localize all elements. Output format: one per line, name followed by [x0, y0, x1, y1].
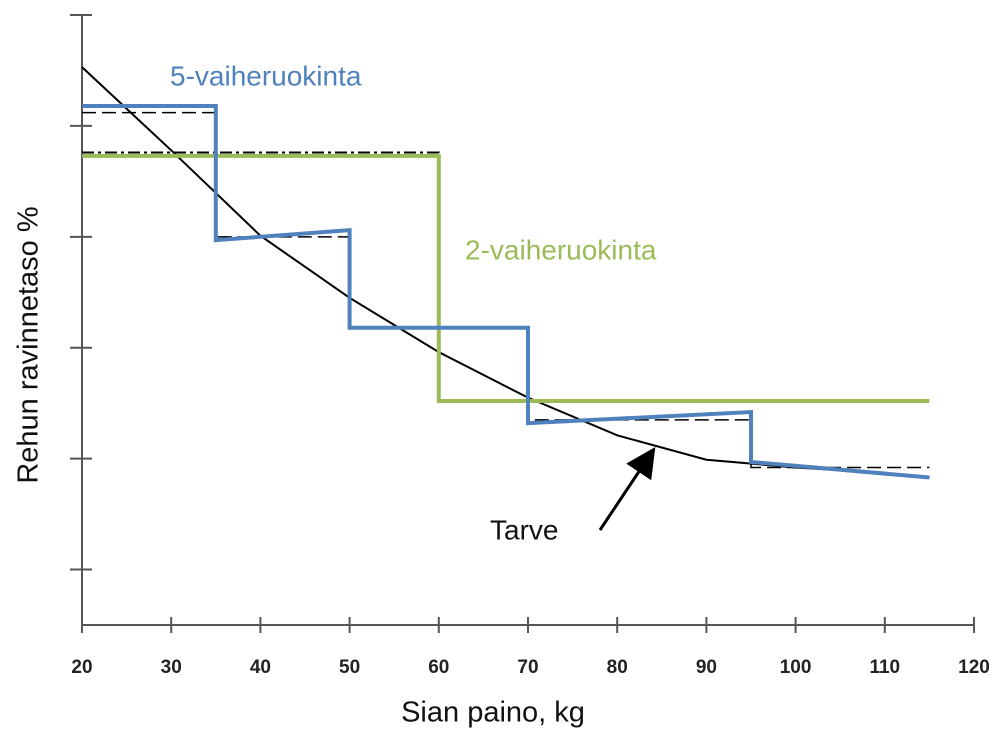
y-axis-label: Rehun ravinnetaso %	[13, 206, 45, 483]
series-line	[82, 111, 930, 469]
series-line	[82, 153, 930, 403]
series-line	[82, 151, 930, 402]
x-tick-label: 90	[696, 657, 717, 678]
series-label: Tarve	[490, 514, 558, 545]
x-tick-label: 40	[250, 657, 271, 678]
x-tick-label: 50	[339, 657, 360, 678]
x-tick-label: 30	[161, 657, 182, 678]
series-label: 2-vaiheruokinta	[465, 234, 657, 265]
x-tick-label: 70	[517, 657, 538, 678]
x-axis-label: Sian paino, kg	[401, 697, 585, 729]
x-tick-label: 120	[958, 657, 990, 678]
series-line	[82, 103, 930, 480]
x-tick-label: 80	[607, 657, 628, 678]
x-tick-label: 100	[780, 657, 812, 678]
series-label: 5-vaiheruokinta	[170, 60, 362, 91]
x-tick-label: 20	[71, 657, 92, 678]
x-tick-label: 60	[428, 657, 449, 678]
series-line	[81, 66, 930, 479]
x-tick-label: 110	[869, 657, 900, 678]
annotation-arrow	[598, 447, 656, 531]
